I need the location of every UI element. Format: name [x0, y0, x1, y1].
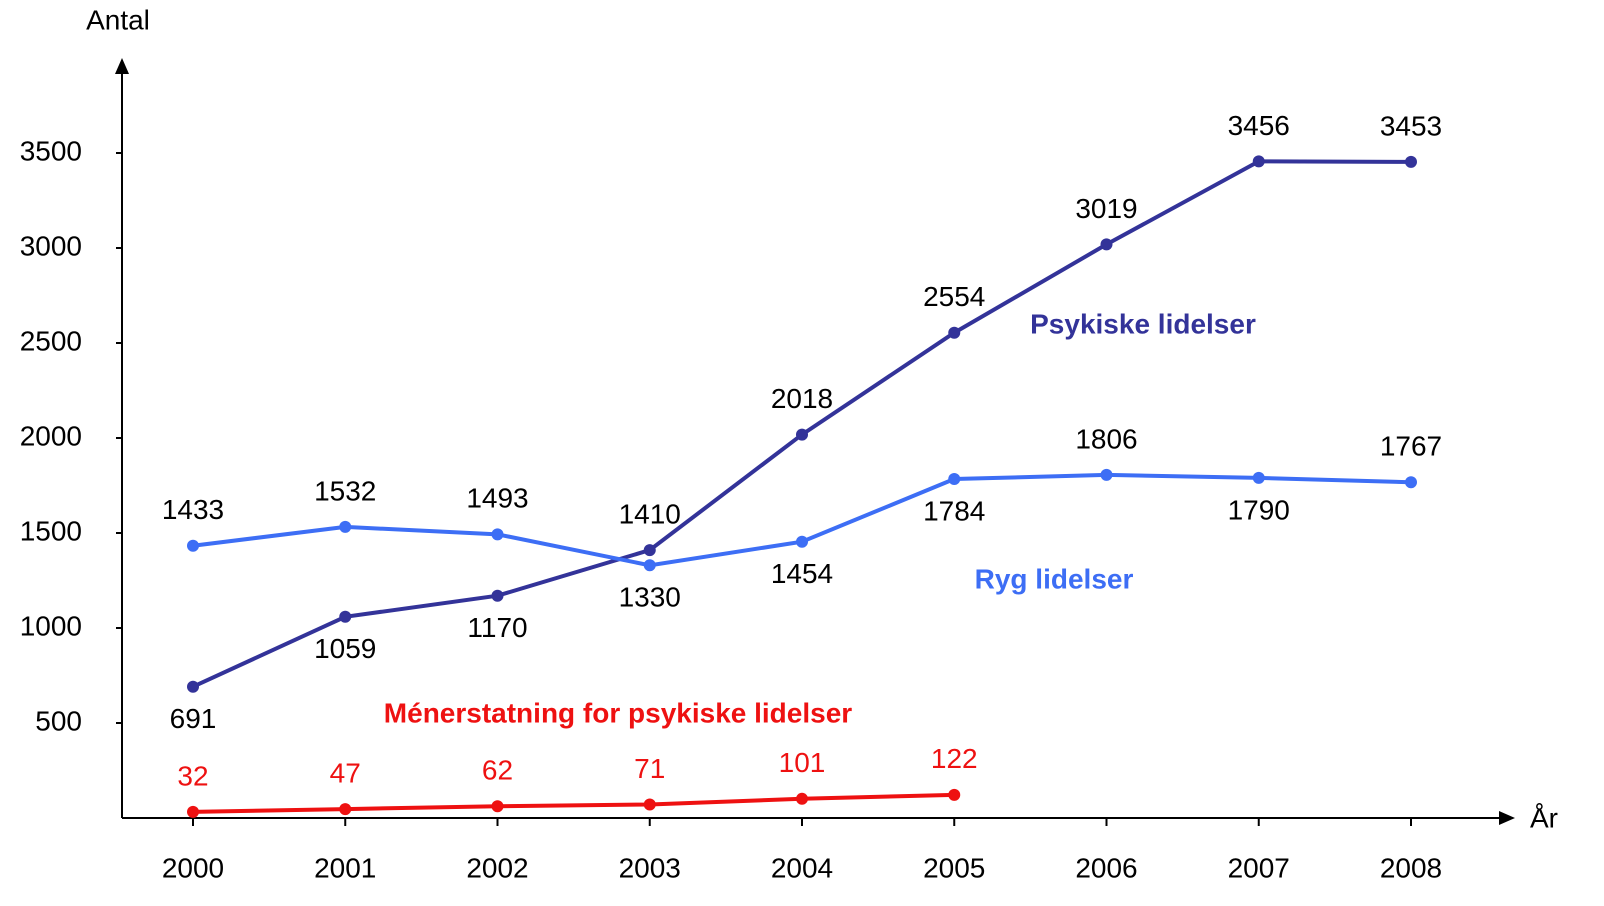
data-point	[187, 539, 199, 552]
data-label: 1454	[771, 558, 833, 589]
y-tick-label: 1500	[20, 515, 82, 546]
data-point	[1252, 155, 1265, 168]
data-label: 1059	[314, 633, 376, 664]
y-tick-label: 3500	[20, 135, 82, 166]
data-point	[1252, 471, 1265, 484]
data-label: 691	[170, 703, 217, 734]
data-point	[948, 326, 961, 339]
data-label: 3453	[1380, 110, 1442, 141]
data-point	[187, 805, 199, 818]
data-point	[339, 520, 352, 533]
data-label: 122	[931, 743, 978, 774]
x-tick-label: 2007	[1228, 852, 1290, 883]
data-point	[187, 680, 199, 693]
data-label: 3456	[1228, 110, 1290, 141]
data-label: 47	[330, 757, 361, 788]
data-point	[1405, 155, 1417, 168]
data-point	[339, 803, 352, 816]
data-point	[796, 792, 808, 805]
data-point	[1100, 468, 1113, 481]
x-tick-label: 2000	[162, 852, 224, 883]
data-label: 1493	[466, 483, 528, 514]
x-tick-label: 2002	[466, 852, 528, 883]
series-line	[192, 792, 955, 814]
data-label: 1532	[314, 475, 376, 506]
data-label: 1170	[467, 612, 527, 643]
y-tick-label: 3000	[20, 230, 82, 261]
x-axis-label: År	[1530, 802, 1558, 833]
data-label: 62	[482, 755, 513, 786]
y-tick-label: 1000	[20, 610, 82, 641]
x-tick-label: 2008	[1380, 852, 1442, 883]
data-point	[796, 535, 808, 548]
series-name: Psykiske lidelser	[1030, 308, 1256, 339]
data-label: 1767	[1380, 431, 1442, 462]
series-name: Ryg lidelser	[975, 563, 1134, 594]
series-name: Ménerstatning for psykiske lidelser	[384, 697, 852, 728]
x-axis-arrow	[1499, 811, 1515, 825]
data-point	[491, 589, 504, 602]
data-label: 1330	[619, 582, 681, 613]
data-label: 2018	[771, 383, 833, 414]
data-label: 1410	[619, 498, 681, 529]
data-label: 101	[779, 747, 826, 778]
data-point	[948, 473, 961, 486]
data-label: 71	[634, 753, 665, 784]
y-axis-arrow	[115, 58, 129, 74]
data-label: 32	[177, 760, 208, 791]
data-point	[643, 798, 656, 811]
y-tick-label: 2500	[20, 325, 82, 356]
data-label: 1806	[1075, 423, 1137, 454]
data-point	[339, 610, 352, 623]
x-tick-label: 2006	[1075, 852, 1137, 883]
data-point	[1405, 476, 1417, 489]
y-tick-label: 2000	[20, 420, 82, 451]
data-point	[643, 559, 656, 572]
data-point	[491, 528, 504, 541]
data-point	[643, 544, 656, 557]
data-label: 1433	[162, 494, 224, 525]
data-label: 2554	[923, 281, 985, 312]
data-label: 3019	[1075, 193, 1137, 224]
series-line	[192, 159, 1412, 689]
data-point	[491, 800, 504, 813]
x-tick-label: 2001	[314, 852, 376, 883]
data-label: 1784	[923, 495, 985, 526]
y-axis-label: Antal	[86, 4, 150, 35]
x-tick-label: 2005	[923, 852, 985, 883]
y-tick-label: 500	[35, 705, 82, 736]
data-point	[1100, 238, 1113, 251]
data-point	[796, 428, 808, 441]
data-point	[948, 788, 961, 801]
data-label: 1790	[1228, 494, 1290, 525]
x-tick-label: 2004	[771, 852, 833, 883]
x-tick-label: 2003	[619, 852, 681, 883]
